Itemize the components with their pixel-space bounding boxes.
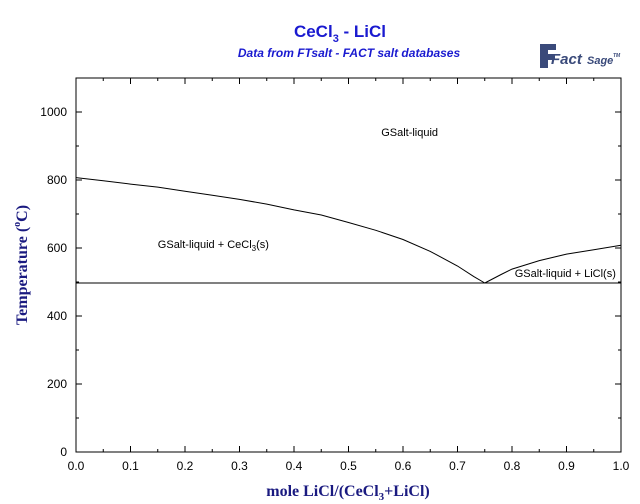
x-tick-label: 1.0 <box>613 459 630 473</box>
y-tick-labels: 0 200 400 600 800 1000 <box>40 105 67 459</box>
x-tick-label: 0.6 <box>395 459 412 473</box>
chart-title: CeCl3 - LiCl <box>294 22 386 45</box>
x-tick-label: 0.3 <box>231 459 248 473</box>
y-axis-title: Temperature (oC) <box>12 205 31 325</box>
logo-word-sage: Sage <box>587 55 613 67</box>
y-tick-label: 200 <box>47 377 67 391</box>
x-tick-label: 0.5 <box>340 459 357 473</box>
y-tick-label: 800 <box>47 173 67 187</box>
axis-ticks <box>75 77 622 453</box>
y-tick-label: 0 <box>60 445 67 459</box>
region-label-liquid-cecl3: GSalt-liquid + CeCl3(s) <box>158 239 269 253</box>
x-axis-title: mole LiCl/(CeCl3+LiCl) <box>266 483 429 503</box>
phase-boundary-line-1 <box>484 244 622 284</box>
logo-mark <box>540 44 556 68</box>
x-tick-label: 0.9 <box>558 459 575 473</box>
y-tick-label: 1000 <box>40 105 67 119</box>
phase-boundaries <box>75 177 622 284</box>
factsage-logo: Fact Sage TM <box>540 44 621 68</box>
x-tick-label: 0.1 <box>122 459 139 473</box>
chart-subtitle: Data from FTsalt - FACT salt databases <box>238 46 461 60</box>
x-tick-labels: 0.0 0.1 0.2 0.3 0.4 0.5 0.6 0.7 0.8 0.9 1.0 <box>68 459 630 473</box>
plot-frame <box>75 77 622 453</box>
title-rest: - LiCl <box>339 22 386 41</box>
logo-trademark: TM <box>613 53 621 59</box>
x-tick-label: 0.2 <box>177 459 194 473</box>
title-subscript: 3 <box>333 33 339 45</box>
x-tick-label: 0.4 <box>286 459 303 473</box>
logo-word-fact: Fact <box>551 51 583 68</box>
title-main: CeCl <box>294 22 333 41</box>
y-tick-label: 400 <box>47 309 67 323</box>
x-tick-label: 0.7 <box>449 459 466 473</box>
region-label-liquid: GSalt-liquid <box>381 127 438 139</box>
y-tick-label: 600 <box>47 241 67 255</box>
region-label-liquid-licl: GSalt-liquid + LiCl(s) <box>515 268 616 280</box>
x-tick-label: 0.0 <box>68 459 85 473</box>
phase-boundary-line-0 <box>75 177 486 284</box>
x-tick-label: 0.8 <box>504 459 521 473</box>
